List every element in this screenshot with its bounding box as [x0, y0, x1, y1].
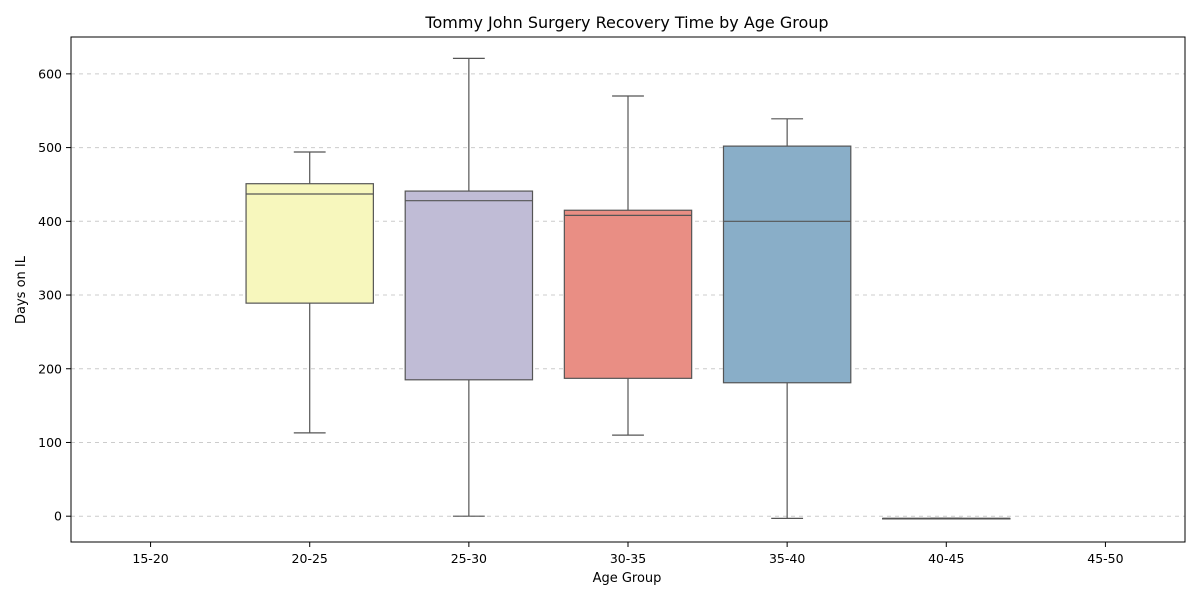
x-tick-label: 20-25 — [292, 551, 328, 566]
y-tick-label: 200 — [38, 361, 62, 376]
box-group-30-35 — [563, 95, 693, 436]
x-tick-label: 45-50 — [1087, 551, 1123, 566]
chart-title: Tommy John Surgery Recovery Time by Age … — [424, 13, 828, 32]
box-layer — [245, 57, 1011, 520]
box-group-35-40 — [722, 118, 852, 520]
x-tick-label: 25-30 — [451, 551, 487, 566]
iqr-box — [563, 209, 693, 379]
y-tick-label: 400 — [38, 214, 62, 229]
y-tick-label: 600 — [38, 66, 62, 81]
box-group-40-45 — [882, 517, 1011, 520]
x-axis: 15-20 20-25 25-30 30-35 35-40 40-45 45-50 — [132, 542, 1124, 566]
box-group-25-30 — [404, 57, 534, 517]
x-axis-label: Age Group — [593, 571, 662, 586]
iqr-box — [404, 190, 534, 381]
y-tick-label: 100 — [38, 435, 62, 450]
x-tick-label: 30-35 — [610, 551, 646, 566]
y-axis: 0 100 200 300 400 500 600 — [38, 66, 71, 524]
x-tick-label: 35-40 — [769, 551, 805, 566]
iqr-box — [245, 183, 374, 304]
box-group-20-25 — [245, 151, 374, 434]
x-tick-label: 40-45 — [928, 551, 964, 566]
y-axis-label: Days on IL — [14, 255, 29, 324]
iqr-box — [722, 145, 852, 384]
y-tick-label: 500 — [38, 140, 62, 155]
x-tick-label: 15-20 — [132, 551, 168, 566]
y-tick-label: 0 — [54, 509, 62, 524]
y-tick-label: 300 — [38, 288, 62, 303]
